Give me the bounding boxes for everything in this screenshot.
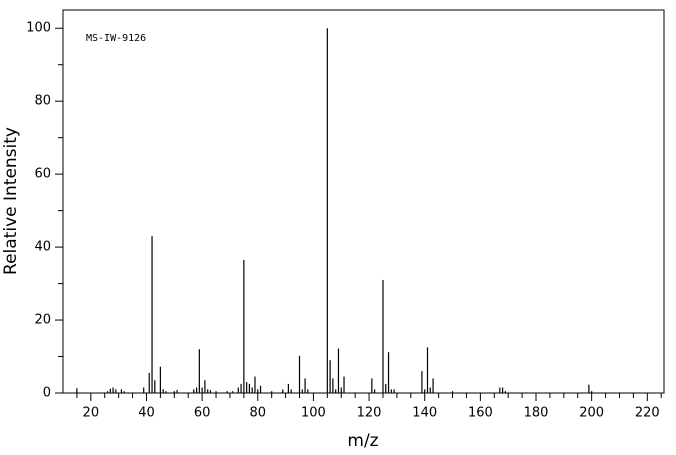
y-tick-label: 80 (34, 94, 51, 109)
x-tick-label: 220 (635, 406, 660, 421)
y-tick-label: 100 (26, 21, 51, 36)
x-tick-label: 200 (579, 406, 604, 421)
y-tick-label: 40 (34, 240, 51, 255)
x-tick-label: 160 (468, 406, 493, 421)
annotation: MS-IW-9126 (86, 33, 146, 44)
y-tick-label: 0 (43, 386, 51, 401)
plot-frame (62, 9, 665, 394)
x-tick-label: 100 (301, 406, 326, 421)
x-tick-label: 120 (357, 406, 382, 421)
y-tick-label: 60 (34, 167, 51, 182)
x-tick-label: 140 (412, 406, 437, 421)
y-tick-label: 20 (34, 313, 51, 328)
x-tick-label: 60 (194, 406, 211, 421)
x-tick-label: 20 (83, 406, 100, 421)
x-axis-label: m/z (347, 431, 378, 451)
x-tick-label: 80 (249, 406, 266, 421)
x-tick-label: 40 (138, 406, 155, 421)
x-tick-label: 180 (524, 406, 549, 421)
y-axis-label: Relative Intensity (1, 127, 21, 275)
